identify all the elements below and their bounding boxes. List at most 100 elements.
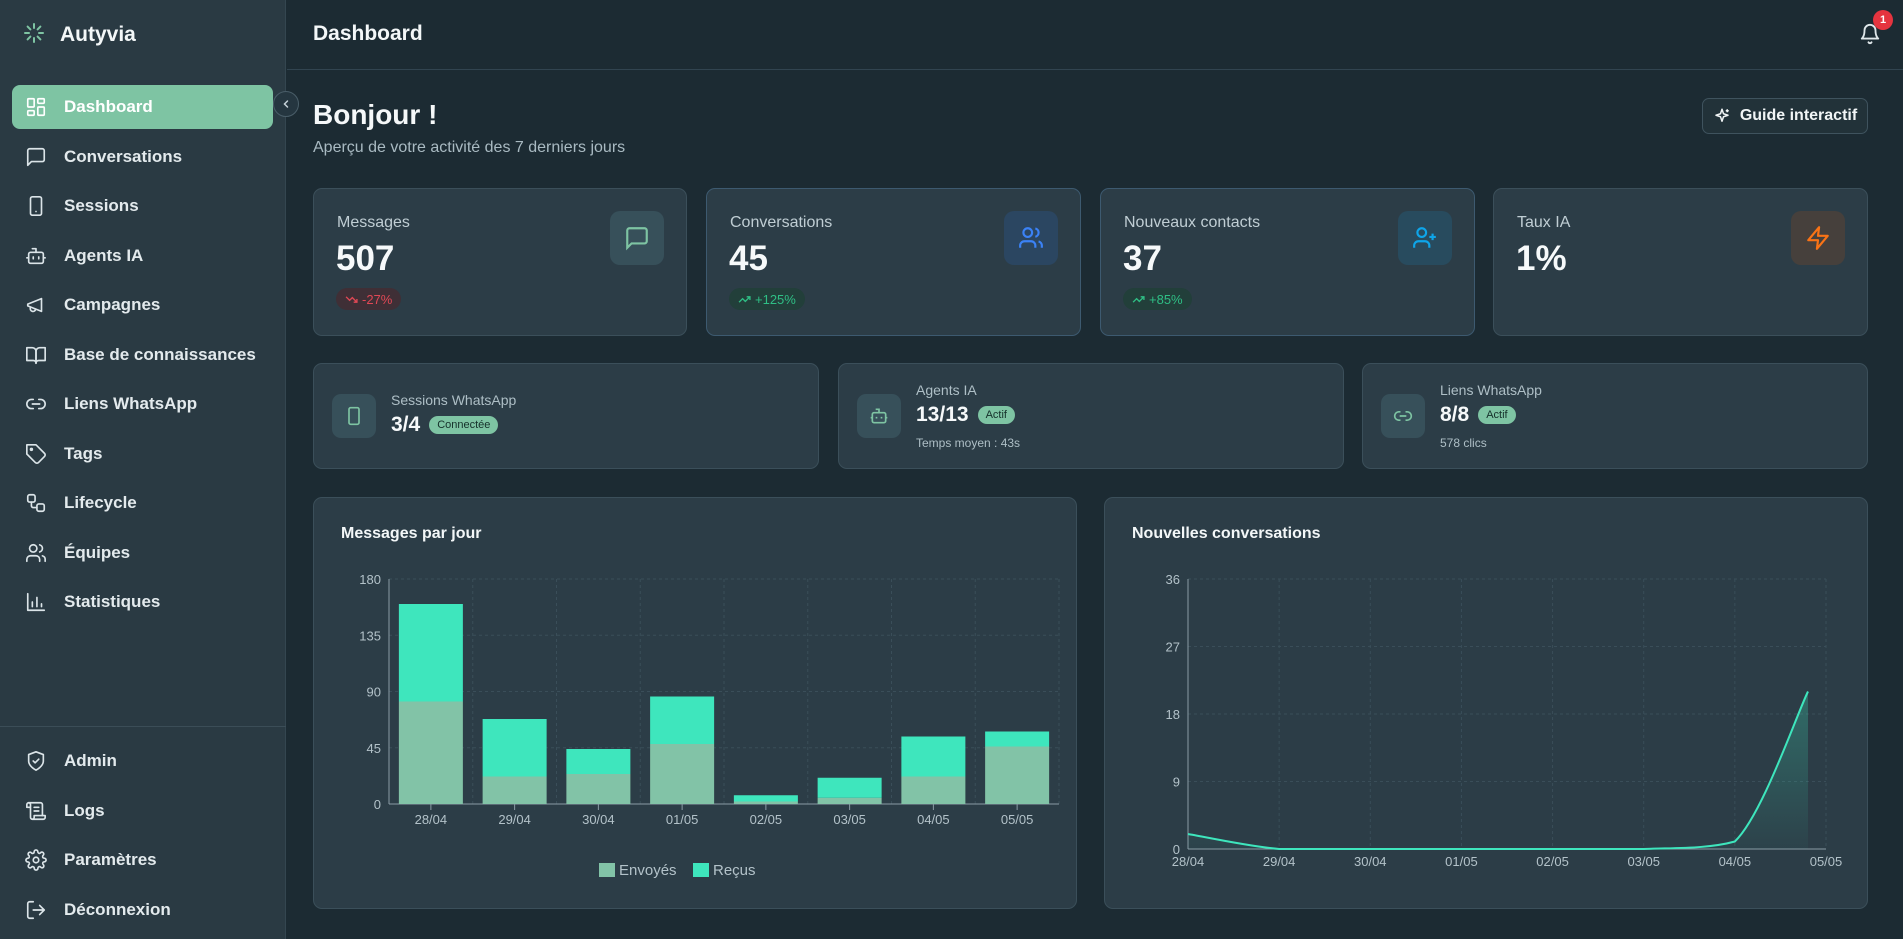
sidebar-item-admin[interactable]: Admin — [12, 739, 273, 783]
sidebar-item-equipes[interactable]: Équipes — [12, 531, 273, 575]
chart-title: Messages par jour — [341, 525, 482, 542]
topbar: Dashboard 1 — [287, 0, 1903, 70]
logo-icon — [22, 21, 46, 50]
bar-recus — [985, 731, 1050, 747]
chart-card-nouvelles-conversations: Nouvelles conversations 0 9 18 27 36 28/04 29/… — [1104, 497, 1868, 909]
kpi-icon-box — [1398, 211, 1452, 265]
workflow-icon — [26, 493, 46, 513]
y-tick-label: 45 — [367, 741, 381, 756]
kpi-card-nouveaux-contacts: Nouveaux contacts 37 +85% — [1100, 188, 1475, 336]
link-icon — [1393, 411, 1413, 421]
brand[interactable]: Autyvia — [22, 20, 136, 50]
sidebar-item-parametres[interactable]: Paramètres — [12, 838, 273, 882]
brand-name: Autyvia — [60, 23, 136, 46]
sidebar-item-campagnes[interactable]: Campagnes — [12, 283, 273, 327]
y-tick-label: 9 — [1173, 775, 1180, 790]
bar-recus — [398, 604, 463, 702]
sidebar-item-conversations[interactable]: Conversations — [12, 135, 273, 179]
greeting-subtitle: Aperçu de votre activité des 7 derniers … — [313, 139, 626, 156]
sidebar-item-label: Paramètres — [64, 850, 157, 869]
notification-badge: 1 — [1873, 10, 1893, 30]
chart-title: Nouvelles conversations — [1132, 525, 1321, 542]
sidebar-item-lifecycle[interactable]: Lifecycle — [12, 481, 273, 525]
y-tick-label: 18 — [1166, 707, 1180, 722]
kpi-card-messages: Messages 507 -27% — [313, 188, 687, 336]
status-badge: Actif — [1478, 406, 1516, 424]
tag-icon — [26, 443, 46, 464]
megaphone-icon — [26, 297, 43, 313]
sidebar-item-liens-whatsapp[interactable]: Liens WhatsApp — [12, 382, 273, 426]
greeting-heading: Bonjour ! — [313, 99, 438, 130]
stat-subtext: Temps moyen : 43s — [916, 436, 1021, 450]
chevron-left-icon — [283, 100, 289, 108]
sidebar-item-agents-ia[interactable]: Agents IA — [12, 234, 273, 278]
gear-icon — [25, 849, 47, 871]
stat-icon-box — [1381, 394, 1425, 438]
bar-envoyes — [482, 776, 547, 804]
y-tick-label: 0 — [1173, 842, 1180, 857]
link-icon — [26, 398, 46, 410]
stat-value-row: 3/4 Connectée — [391, 413, 499, 437]
bar-envoyes — [985, 746, 1050, 804]
bot-icon — [26, 247, 46, 264]
bar-recus — [901, 736, 966, 777]
zap-icon — [1807, 226, 1829, 250]
stat-card-liens-whatsapp: Liens WhatsApp 8/8 Actif 578 clics — [1362, 363, 1868, 469]
stat-label: Agents IA — [916, 382, 977, 398]
area-fill — [1188, 691, 1808, 849]
trending-down-icon — [345, 295, 358, 303]
sidebar-item-statistiques[interactable]: Statistiques — [12, 580, 273, 624]
x-tick-label: 01/05 — [666, 812, 699, 827]
x-tick-label: 05/05 — [1001, 812, 1034, 827]
bot-icon — [870, 408, 888, 424]
messages-bar-chart: 0 45 90 135 180 28/04 29/04 30/04 01/05 02/05 03/0… — [359, 572, 1060, 879]
sidebar: Autyvia Dashboard Conversations Sessions Ag… — [0, 0, 286, 939]
sidebar-item-deconnexion[interactable]: Déconnexion — [12, 888, 273, 932]
kpi-trend-value: +125% — [755, 291, 796, 307]
legend-swatch — [693, 863, 709, 877]
sidebar-item-dashboard[interactable]: Dashboard — [12, 85, 273, 129]
y-tick-label: 90 — [367, 685, 381, 700]
kpi-value: 37 — [1123, 239, 1162, 278]
x-tick-label: 02/05 — [750, 812, 783, 827]
guide-interactif-button[interactable]: Guide interactif — [1702, 98, 1868, 134]
x-tick-label: 28/04 — [415, 812, 448, 827]
kpi-label: Nouveaux contacts — [1124, 214, 1261, 231]
kpi-value: 1% — [1516, 239, 1567, 278]
sidebar-item-label: Admin — [64, 751, 117, 770]
collapse-sidebar-button[interactable] — [273, 91, 299, 117]
y-tick-label: 0 — [374, 797, 381, 812]
bell-icon[interactable] — [1859, 22, 1881, 46]
kpi-label: Taux IA — [1517, 214, 1571, 231]
y-tick-label: 27 — [1166, 640, 1180, 655]
guide-label: Guide interactif — [1739, 107, 1858, 124]
sidebar-item-logs[interactable]: Logs — [12, 789, 273, 833]
kpi-label: Conversations — [730, 214, 833, 231]
stat-value: 8/8 — [1440, 403, 1470, 426]
user-plus-icon — [1413, 227, 1436, 248]
message-icon — [626, 227, 648, 251]
sidebar-item-base-de-connaissances[interactable]: Base de connaissances — [12, 333, 273, 377]
bar-envoyes — [901, 776, 966, 804]
sidebar-divider — [0, 726, 286, 727]
sidebar-item-label: Tags — [64, 443, 103, 463]
sidebar-nav: Dashboard Conversations Sessions Agents IA C… — [12, 85, 273, 630]
sidebar-item-label: Base de connaissances — [64, 344, 256, 364]
shield-icon — [27, 751, 45, 771]
users-icon — [26, 543, 46, 562]
sidebar-item-sessions[interactable]: Sessions — [12, 184, 273, 228]
kpi-trend: +125% — [729, 288, 805, 310]
bar-envoyes — [733, 801, 798, 804]
sidebar-item-tags[interactable]: Tags — [12, 432, 273, 476]
legend-swatch — [599, 863, 615, 877]
bar-envoyes — [650, 744, 715, 804]
sidebar-item-label: Équipes — [64, 542, 131, 562]
bar-recus — [650, 696, 715, 744]
users-icon — [1019, 227, 1043, 248]
x-tick-label: 28/04 — [1172, 854, 1205, 869]
x-tick-label: 30/04 — [582, 812, 615, 827]
conversations-area-chart: 0 9 18 27 36 28/04 29/04 30/04 01/05 02/05 03/05 04… — [1166, 572, 1843, 869]
sidebar-item-label: Sessions — [64, 196, 139, 215]
kpi-value: 507 — [336, 239, 395, 278]
x-tick-label: 29/04 — [1263, 854, 1296, 869]
